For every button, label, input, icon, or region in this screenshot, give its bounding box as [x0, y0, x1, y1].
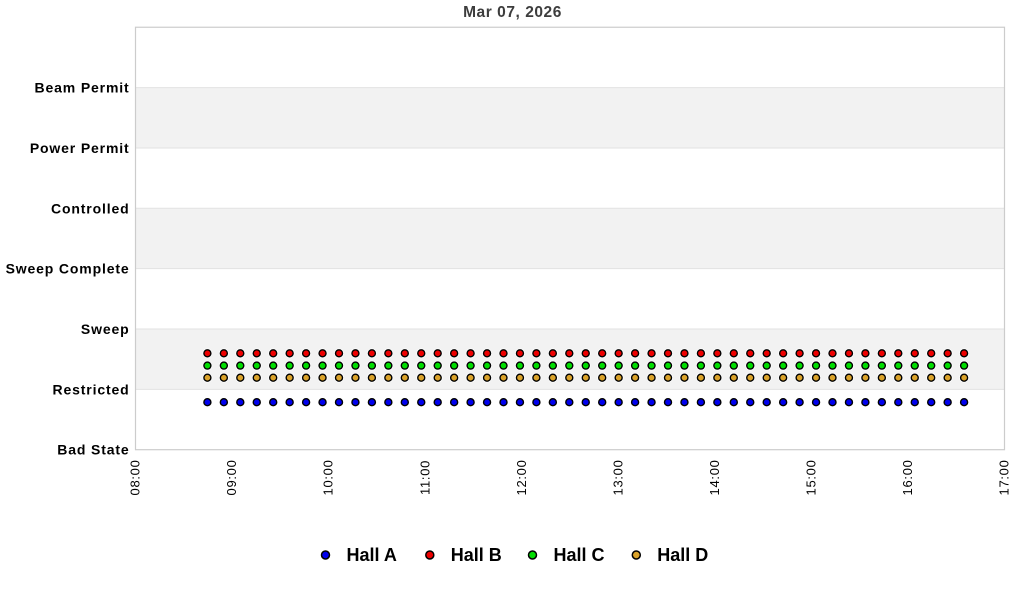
svg-text:15:00: 15:00 — [803, 459, 818, 495]
svg-text:Sweep: Sweep — [81, 321, 130, 337]
svg-text:Sweep Complete: Sweep Complete — [6, 261, 130, 277]
svg-text:17:00: 17:00 — [997, 459, 1012, 495]
svg-text:Bad State: Bad State — [57, 442, 129, 458]
svg-text:Hall C: Hall C — [554, 545, 605, 565]
svg-text:Hall B: Hall B — [451, 545, 502, 565]
svg-text:Hall A: Hall A — [347, 545, 397, 565]
svg-text:11:00: 11:00 — [417, 460, 432, 495]
svg-text:09:00: 09:00 — [224, 459, 239, 495]
svg-text:16:00: 16:00 — [900, 459, 915, 495]
svg-text:Power Permit: Power Permit — [30, 140, 130, 156]
svg-text:Mar 07, 2026: Mar 07, 2026 — [463, 4, 562, 21]
svg-text:Controlled: Controlled — [51, 200, 130, 216]
svg-text:Hall D: Hall D — [657, 545, 708, 565]
svg-text:Restricted: Restricted — [53, 381, 130, 397]
svg-text:10:00: 10:00 — [321, 459, 336, 495]
svg-text:14:00: 14:00 — [707, 459, 722, 495]
svg-text:Beam Permit: Beam Permit — [35, 80, 130, 96]
svg-text:13:00: 13:00 — [610, 459, 625, 495]
svg-text:08:00: 08:00 — [128, 459, 143, 495]
svg-text:12:00: 12:00 — [514, 459, 529, 495]
